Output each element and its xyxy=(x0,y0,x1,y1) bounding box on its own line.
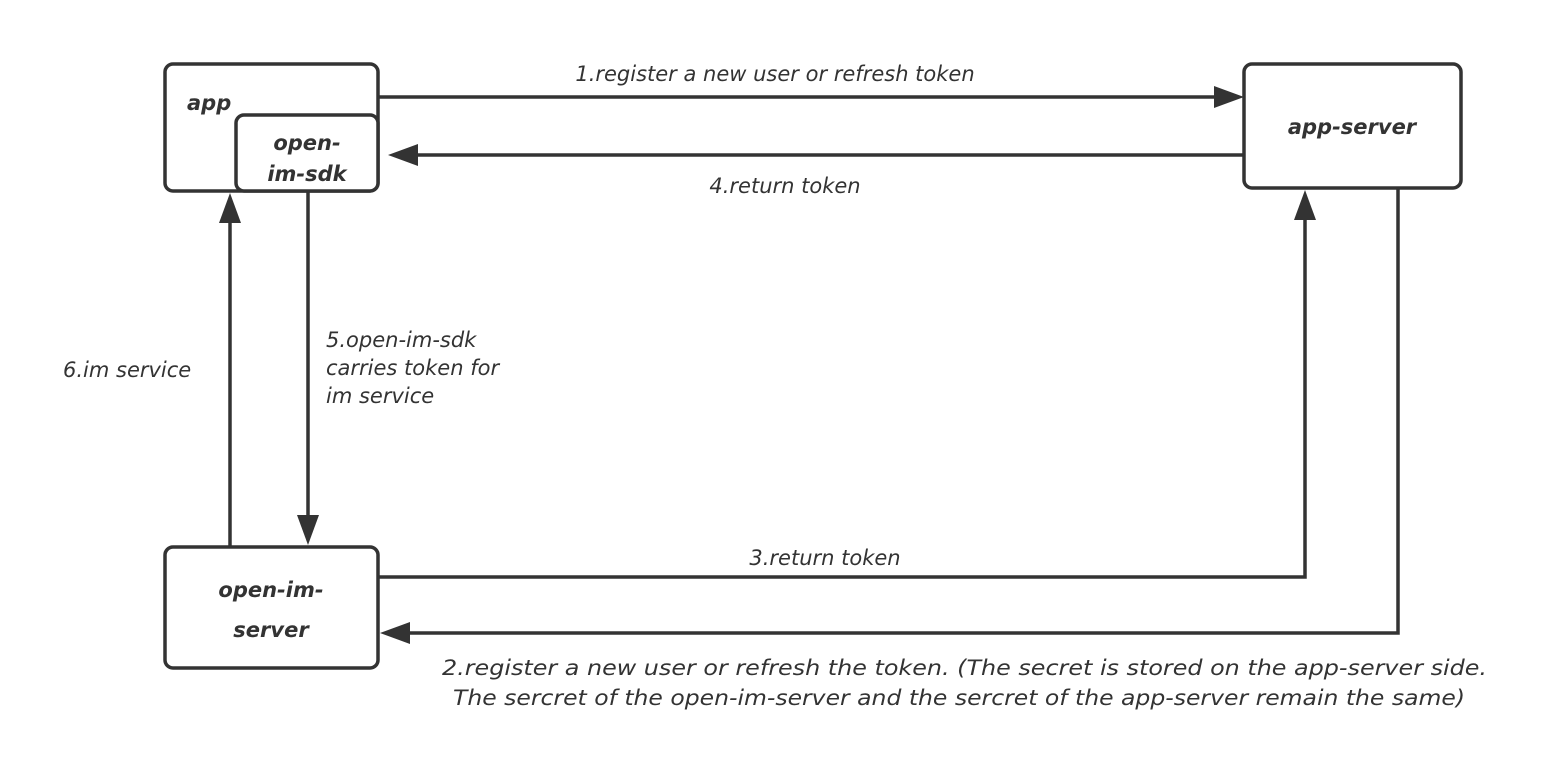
edge-3-return-token xyxy=(378,190,1316,579)
node-app-server-label: app-server xyxy=(1288,115,1418,139)
edge-5-label-1: 5.open-im-sdk xyxy=(326,328,477,352)
edge-2-register xyxy=(380,188,1400,644)
edge-6-label: 6.im service xyxy=(63,358,191,382)
node-open-im-server: open-im- server xyxy=(163,545,380,670)
node-im-server-label-1: open-im- xyxy=(218,578,323,602)
edge-1-label: 1.register a new user or refresh token xyxy=(575,62,974,86)
node-open-im-sdk: open- im-sdk xyxy=(234,113,380,193)
edge-5-label-3: im service xyxy=(326,384,434,408)
edge-5-sdk-token xyxy=(297,191,319,545)
edge-5-label-2: carries token for xyxy=(326,356,500,380)
edge-2-label-2: The sercret of the open-im-server and th… xyxy=(453,686,1465,710)
edge-6-im-service xyxy=(219,193,241,547)
node-sdk-label-2: im-sdk xyxy=(267,162,348,186)
edge-1-register xyxy=(378,86,1244,108)
node-im-server-label-2: server xyxy=(233,618,310,642)
node-app-server: app-server xyxy=(1242,62,1463,190)
edge-4-label: 4.return token xyxy=(709,174,860,198)
edge-3-label: 3.return token xyxy=(749,546,900,570)
edge-4-return-token xyxy=(388,144,1244,166)
node-sdk-label-1: open- xyxy=(273,131,340,155)
node-app-label: app xyxy=(187,91,231,115)
edge-2-label-1: 2.register a new user or refresh the tok… xyxy=(442,656,1487,680)
